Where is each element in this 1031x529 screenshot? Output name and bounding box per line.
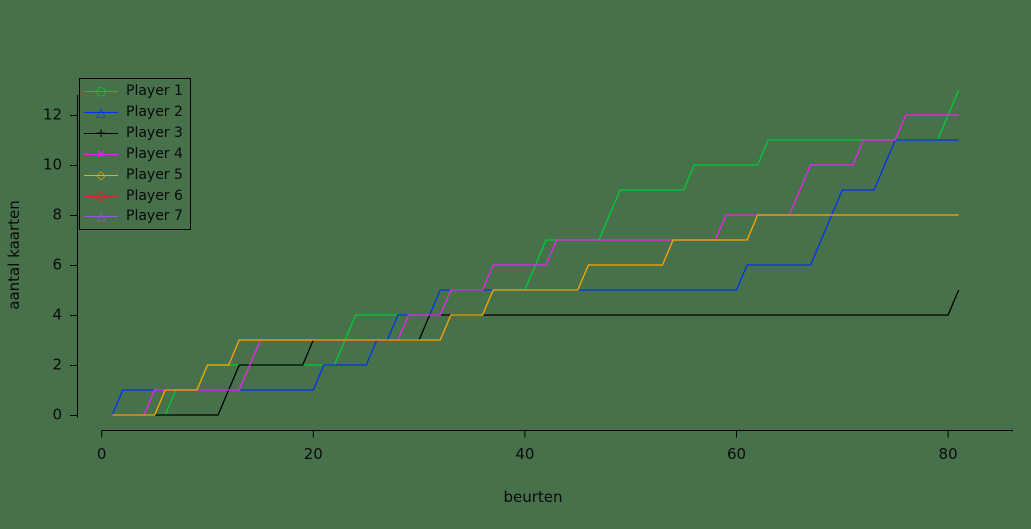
legend-item-player-6: ○ Player 6 [84, 186, 190, 205]
x-tick-label: 80 [938, 445, 958, 463]
legend-item-player-5: ◇ Player 5 [84, 165, 190, 184]
y-tick-label: 12 [42, 105, 62, 124]
legend-item-player-4: × Player 4 [84, 144, 190, 163]
series-line-player-2 [111, 139, 959, 416]
series-line-player-5 [112, 214, 959, 416]
axes [70, 95, 1013, 438]
y-tick-label: 2 [52, 355, 62, 374]
series-line-player-3 [112, 289, 960, 416]
series-line-player-4 [112, 114, 959, 416]
y-tick-label: 0 [52, 405, 62, 424]
legend-label: Player 2 [126, 104, 183, 121]
legend-item-player-7: △ Player 7 [84, 207, 190, 226]
legend-line-marker-icon: ○ [84, 84, 118, 98]
legend-line-marker-icon: + [84, 126, 118, 140]
legend-item-player-1: ○ Player 1 [84, 82, 190, 101]
legend-label: Player 7 [126, 208, 183, 225]
y-tick-label: 10 [42, 155, 62, 174]
y-tick-label: 4 [52, 305, 62, 324]
x-tick-label: 20 [303, 445, 323, 463]
legend-line-marker-icon: ◇ [84, 168, 118, 182]
legend-label: Player 5 [126, 166, 183, 183]
legend-label: Player 3 [126, 125, 183, 142]
legend-label: Player 4 [126, 145, 183, 162]
legend-box: ○ Player 1 △ Player 2 + Player 3 × Player 4 ◇ Pla… [79, 78, 191, 230]
x-tick-label: 40 [515, 445, 535, 463]
legend-item-player-2: △ Player 2 [84, 103, 190, 122]
y-tick-label: 8 [52, 205, 62, 224]
data-series-lines [111, 89, 960, 416]
legend-line-marker-icon: × [84, 147, 118, 161]
x-tick-label: 0 [96, 445, 107, 463]
legend-line-marker-icon: ○ [84, 189, 118, 203]
x-tick-label: 60 [726, 445, 747, 463]
legend-line-marker-icon: △ [84, 209, 118, 223]
x-axis-title: beurten [503, 488, 563, 506]
legend-label: Player 6 [126, 187, 183, 204]
legend-label: Player 1 [126, 83, 183, 100]
legend-item-player-3: + Player 3 [84, 124, 190, 143]
legend-line-marker-icon: △ [84, 105, 118, 119]
y-tick-label: 6 [52, 255, 62, 274]
y-axis-title: aantal kaarten [5, 200, 23, 310]
